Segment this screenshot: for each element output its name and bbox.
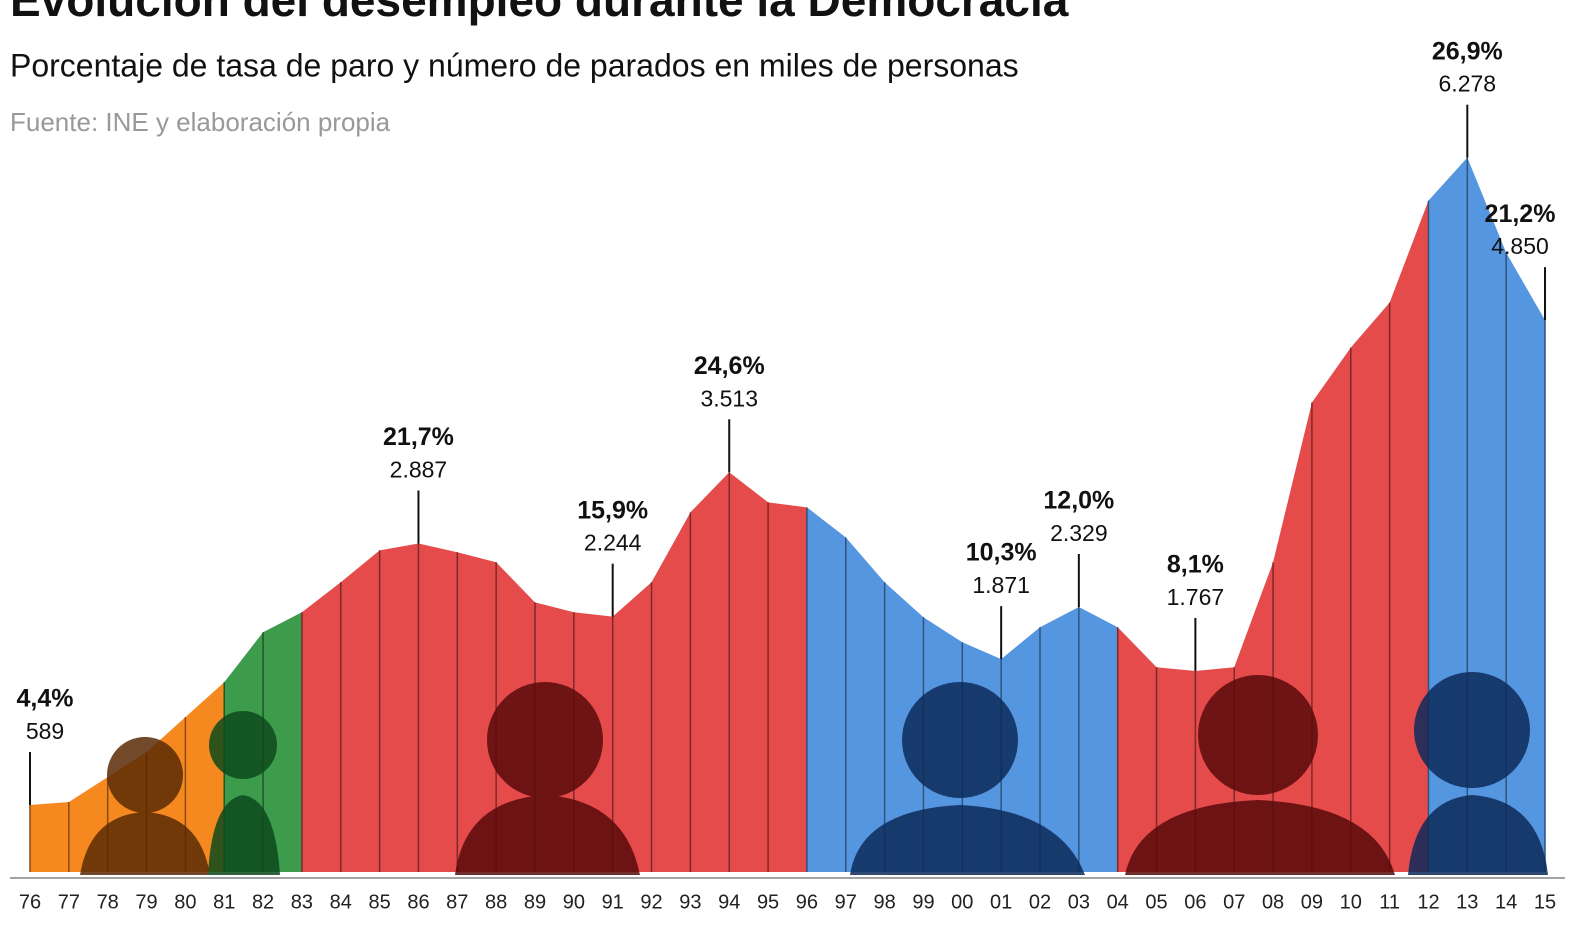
rate-label: 10,3% [966, 539, 1037, 567]
x-tick-label: 07 [1223, 891, 1245, 913]
area-segment [1311, 347, 1351, 872]
number-label: 1.767 [1167, 584, 1225, 610]
area-segment [418, 543, 458, 872]
x-tick-label: 99 [912, 891, 934, 913]
x-tick-label: 85 [368, 891, 390, 913]
number-label: 3.513 [700, 385, 758, 411]
x-tick-label: 09 [1301, 891, 1323, 913]
area-segment [1078, 606, 1118, 872]
number-label: 6.278 [1439, 71, 1497, 97]
x-tick-label: 88 [485, 891, 507, 913]
portrait [208, 711, 280, 875]
x-tick-label: 00 [951, 891, 973, 913]
x-tick-label: 91 [602, 891, 624, 913]
chart-title: Evolución del desempleo durante la Democ… [10, 0, 1069, 26]
chart-subtitle: Porcentaje de tasa de paro y número de p… [10, 47, 1019, 83]
rate-label: 21,2% [1485, 200, 1556, 228]
area-segment [379, 543, 419, 872]
x-tick-label: 80 [174, 891, 196, 913]
area-segment [845, 537, 885, 872]
area-segment [457, 552, 497, 872]
area-segment [806, 507, 846, 872]
number-label: 2.329 [1050, 520, 1108, 546]
x-tick-label: 89 [524, 891, 546, 913]
rate-label: 8,1% [1167, 551, 1224, 579]
area-segment [729, 472, 769, 872]
portraits [80, 672, 1548, 875]
x-tick-label: 82 [252, 891, 274, 913]
area-segment [1117, 627, 1157, 872]
x-tick-label: 90 [563, 891, 585, 913]
x-tick-label: 84 [330, 891, 352, 913]
portrait [455, 682, 640, 875]
number-label: 4.850 [1491, 233, 1549, 259]
x-tick-label: 93 [679, 891, 701, 913]
area-segment [263, 612, 302, 872]
x-tick-label: 78 [97, 891, 119, 913]
area-segment [30, 802, 69, 872]
rate-label: 4,4% [17, 685, 74, 713]
x-tick-label: 95 [757, 891, 779, 913]
x-tick-label: 83 [291, 891, 313, 913]
x-tick-label: 04 [1107, 891, 1129, 913]
x-tick-label: 92 [640, 891, 662, 913]
annotations: 4,4% 589 21,7% 2.887 15,9% 2.244 24,6% 3.513 10,… [17, 37, 1556, 805]
x-tick-label: 76 [19, 891, 41, 913]
area-segment [1350, 302, 1390, 872]
x-tick-label: 13 [1456, 891, 1478, 913]
area-segment [1506, 252, 1545, 872]
rate-label: 12,0% [1043, 487, 1114, 515]
area-segment [768, 502, 807, 872]
x-tick-label: 10 [1340, 891, 1362, 913]
x-tick-label: 98 [873, 891, 895, 913]
x-tick-label: 02 [1029, 891, 1051, 913]
area-segment [301, 582, 341, 872]
portrait [80, 737, 210, 875]
x-tick-label: 03 [1068, 891, 1090, 913]
area-segment [1389, 200, 1429, 873]
rate-label: 21,7% [383, 423, 454, 451]
x-tick-label: 01 [990, 891, 1012, 913]
rate-label: 24,6% [694, 352, 765, 380]
area-segment [690, 472, 730, 872]
x-tick-label: 12 [1417, 891, 1439, 913]
area-segment [1040, 606, 1079, 872]
portrait [1125, 675, 1395, 875]
rate-label: 26,9% [1432, 37, 1503, 65]
x-tick-label: 77 [58, 891, 80, 913]
x-tick-label: 94 [718, 891, 740, 913]
number-label: 2.887 [390, 457, 448, 483]
x-tick-label: 05 [1145, 891, 1167, 913]
area-segment [340, 550, 380, 872]
x-tick-label: 96 [796, 891, 818, 913]
chart-source: Fuente: INE y elaboración propia [10, 107, 391, 137]
x-tick-label: 87 [446, 891, 468, 913]
x-tick-label: 79 [135, 891, 157, 913]
x-tick-label: 15 [1534, 891, 1556, 913]
number-label: 1.871 [972, 572, 1030, 598]
x-tick-label: 06 [1184, 891, 1206, 913]
x-tick-label: 11 [1379, 891, 1400, 913]
area-segment [1001, 627, 1040, 872]
portrait [850, 682, 1085, 875]
number-label: 2.244 [584, 530, 642, 556]
x-tick-label: 14 [1495, 891, 1517, 913]
x-tick-label: 08 [1262, 891, 1284, 913]
area-segment [651, 512, 691, 872]
x-tick-label: 97 [835, 891, 857, 913]
area-segment [612, 582, 652, 872]
number-label: 589 [26, 718, 64, 744]
x-tick-label: 86 [407, 891, 429, 913]
portrait [1408, 672, 1548, 875]
x-tick-label: 81 [213, 891, 235, 913]
rate-label: 15,9% [577, 496, 648, 524]
